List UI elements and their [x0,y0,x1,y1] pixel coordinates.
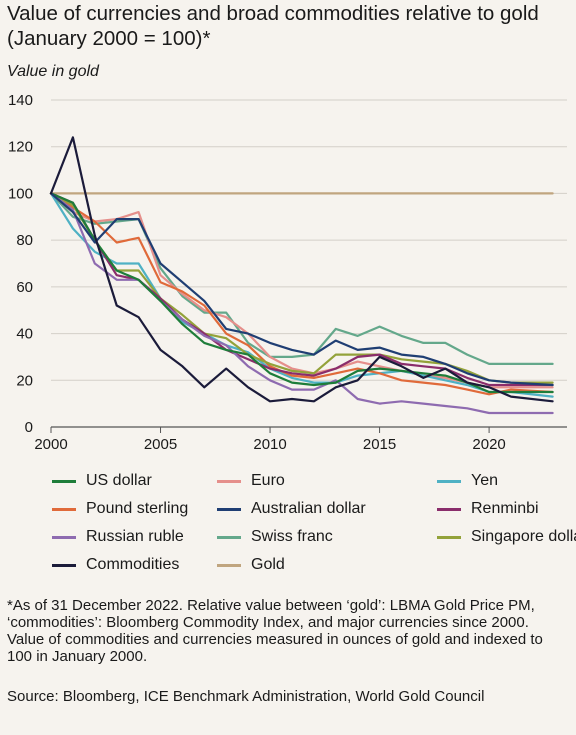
legend-swatch [52,563,76,567]
legend-swatch [217,535,241,539]
y-tick-label: 140 [8,92,33,109]
series-line-russian-ruble [49,192,554,415]
y-tick-labels: 0 20 40 60 80 100 120 140 [8,92,33,436]
legend-label: Russian ruble [86,528,184,545]
x-tick-label: 2005 [144,436,177,453]
legend-label: Singapore dollar [471,528,576,545]
source-note: Source: Bloomberg, ICE Benchmark Adminis… [7,688,485,705]
series-lines [49,136,554,415]
legend-label: Commodities [86,556,180,573]
legend-label: Australian dollar [251,500,366,517]
legend-swatch [437,479,461,483]
series-line-euro [49,192,554,389]
x-tick-label: 2020 [472,436,505,453]
legend-item: Pound sterling [52,500,188,518]
legend-item: Australian dollar [217,500,366,518]
y-tick-label: 40 [16,326,33,343]
y-tick-label: 100 [8,185,33,202]
legend-swatch [217,507,241,511]
x-tick-labels: 2000 2005 2010 2015 2020 [34,427,506,453]
y-tick-label: 20 [16,372,33,389]
legend-item: Singapore dollar [437,528,576,546]
y-axis-label: Value in gold [7,63,99,80]
series-line-us-dollar [49,192,554,394]
x-tick-label: 2000 [34,436,67,453]
legend-swatch [217,563,241,567]
x-tick-label: 2015 [363,436,396,453]
legend-label: Yen [471,472,498,489]
legend-item: US dollar [52,472,152,490]
legend-label: US dollar [86,472,152,489]
legend-label: Renminbi [471,500,539,517]
footnote: *As of 31 December 2022. Relative value … [7,597,543,665]
y-tick-label: 60 [16,279,33,296]
legend-swatch [437,535,461,539]
series-line-singapore-dollar [49,192,554,384]
y-tick-label: 0 [25,419,33,436]
legend-swatch [52,535,76,539]
series-line-commodities [49,136,554,403]
legend-item: Swiss franc [217,528,333,546]
legend-label: Euro [251,472,285,489]
y-tick-label: 120 [8,139,33,156]
series-line-australian-dollar [49,192,554,387]
legend-item: Russian ruble [52,528,184,546]
series-line-yen [49,192,554,398]
series-line-renminbi [49,192,554,387]
legend-item: Euro [217,472,285,490]
legend-label: Gold [251,556,285,573]
series-line-pound-sterling [49,192,554,396]
legend-label: Pound sterling [86,500,189,517]
legend-label: Swiss franc [251,528,333,545]
legend-item: Gold [217,556,285,574]
legend-item: Renminbi [437,500,539,518]
chart-title: Value of currencies and broad commoditie… [7,2,539,50]
legend-swatch [52,479,76,483]
legend-swatch [217,479,241,483]
legend-swatch [52,507,76,511]
legend-item: Yen [437,472,498,490]
legend-swatch [437,507,461,511]
y-tick-label: 80 [16,232,33,249]
legend-item: Commodities [52,556,179,574]
line-chart: 0 20 40 60 80 100 120 140 2000 2005 2010 2015 2020 [8,92,567,453]
x-tick-label: 2010 [253,436,286,453]
